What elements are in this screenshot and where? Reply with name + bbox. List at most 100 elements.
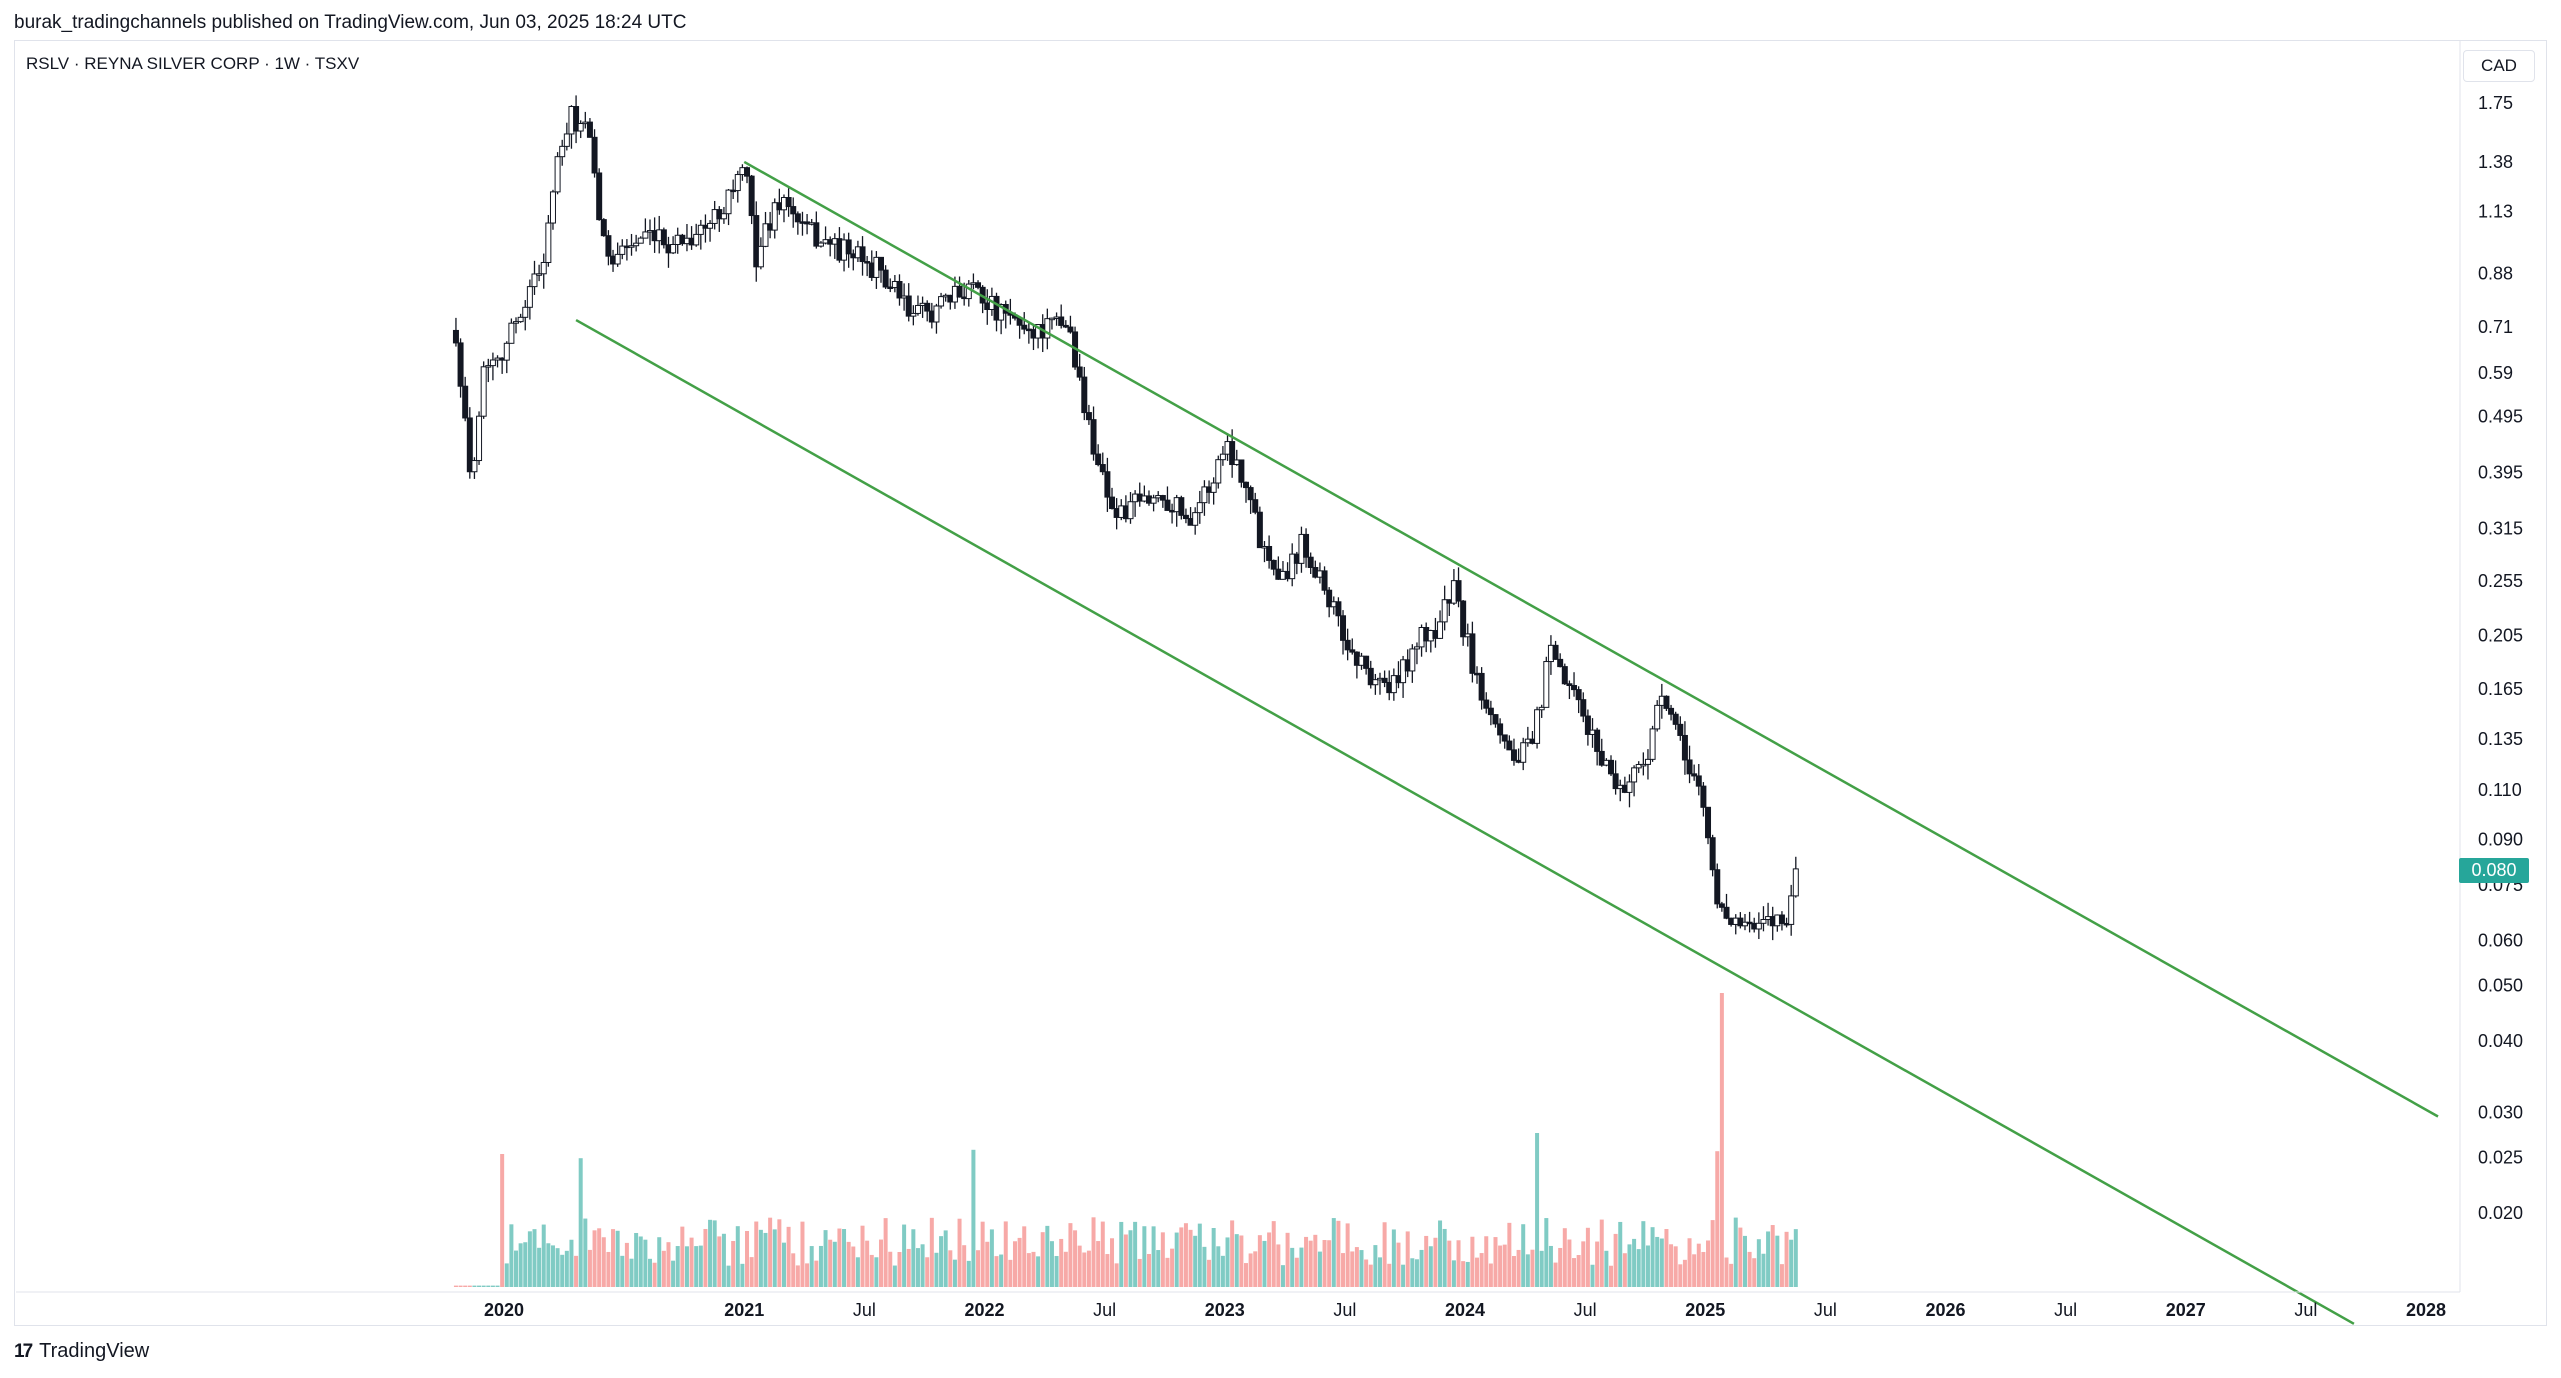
volume-bar [989,1229,994,1287]
volume-bar [1276,1244,1281,1287]
volume-bar [1673,1246,1678,1287]
volume-bar [1396,1242,1401,1287]
volume-bar [1733,1217,1738,1287]
volume-bar [976,1250,981,1287]
volume-bar [1207,1259,1212,1287]
volume-bar [957,1218,962,1287]
candle-body [1612,773,1619,790]
candle-body [480,366,487,417]
candle-body [452,329,459,344]
candle-body [549,191,556,224]
volume-bar [708,1219,713,1287]
candle-body [693,233,700,246]
volume-bar [962,1245,967,1287]
trend-channel[interactable] [575,160,2439,1325]
candle-body [1437,621,1444,639]
volume-bar [1669,1244,1674,1287]
time-tick-label: 2026 [1925,1300,1965,1320]
volume-bar [680,1226,685,1287]
price-tick-label: 0.060 [2478,930,2523,950]
candle-body [526,286,533,308]
candle-body [1718,903,1725,908]
volume-bar [1077,1245,1082,1287]
volume-bar [597,1228,602,1287]
time-tick-label: Jul [2054,1300,2077,1320]
volume-bar [1682,1259,1687,1287]
candle-body [596,172,603,221]
volume-bar [1581,1241,1586,1287]
time-tick-label: 2025 [1685,1300,1725,1320]
candle-body [1307,556,1314,568]
candle-body [1607,759,1614,775]
candle-body [910,312,917,317]
volume-bar [1789,1239,1794,1287]
candle-body [1372,679,1379,686]
volume-bar [477,1285,482,1287]
volume-bar [1784,1231,1789,1287]
time-tick-label: 2028 [2406,1300,2446,1320]
candle-body [1219,453,1226,461]
time-axis[interactable]: 2020 2021 Jul 2022 Jul 2023 Jul 2024 Jul 2025 Jul 2… [16,1291,2460,1320]
volume-bar [805,1263,810,1287]
candle-body [554,156,561,193]
candle-body [1709,837,1716,871]
volume-bar [661,1250,666,1287]
candle-body [1520,742,1527,763]
volume-bar [657,1237,662,1287]
candle-body [1413,646,1420,650]
volume-bar [500,1154,505,1287]
candle-body [864,261,871,264]
candle-body [1649,728,1656,760]
volume-bar [1110,1238,1115,1287]
candle-body [859,246,866,263]
volume-bar [1719,993,1724,1287]
candle-body [1344,639,1351,651]
candle-body [1497,723,1504,736]
candle-body [614,253,621,265]
volume-bar [911,1229,916,1287]
volume-bar [550,1245,555,1287]
volume-bar [1179,1227,1184,1287]
candle-body [1492,714,1499,725]
volume-bar [1280,1265,1285,1287]
currency-button[interactable]: CAD [2463,50,2535,82]
candle-body [545,222,552,263]
symbol-title: RSLV · REYNA SILVER CORP · 1W · TSXV [26,54,360,73]
volume-bar [1405,1231,1410,1287]
candle-body [573,106,580,132]
volume-bar [1604,1250,1609,1287]
volume-bar [1211,1227,1216,1287]
candle-body [1243,481,1250,489]
volume-bar [523,1242,528,1287]
candle-body [697,224,704,235]
candle-body [660,229,667,246]
volume-bar [1091,1217,1096,1287]
volume-bar [1341,1253,1346,1287]
volume-bar [1137,1258,1142,1287]
candle-body [1109,496,1116,510]
volume-bar [1336,1220,1341,1287]
volume-bar [777,1219,782,1287]
candle-body [1150,497,1157,504]
volume-bar [1133,1221,1138,1287]
time-tick-label: 2020 [484,1300,524,1320]
candle-body [1367,667,1374,686]
volume-bar [1479,1253,1484,1287]
candle-body [1460,600,1467,638]
candle-body [1390,675,1397,694]
volume-bar [1040,1232,1045,1287]
volume-bar [1608,1265,1613,1287]
brand-name: TradingView [39,1340,150,1362]
volume-bar [1262,1240,1267,1287]
volume-bar [818,1245,823,1287]
price-axis[interactable]: 1.75 1.38 1.13 0.88 0.71 0.59 0.495 0.395 0.315 0… [2459,40,2523,1292]
time-tick-label: Jul [2294,1300,2317,1320]
candle-body [531,273,538,288]
candle-body [878,256,885,271]
candle-body [485,365,492,368]
volume-bar [860,1225,865,1287]
footer-brand[interactable]: 17 TradingView [14,1340,149,1363]
volume-bar [463,1285,468,1287]
volume-bar [1729,1263,1734,1287]
